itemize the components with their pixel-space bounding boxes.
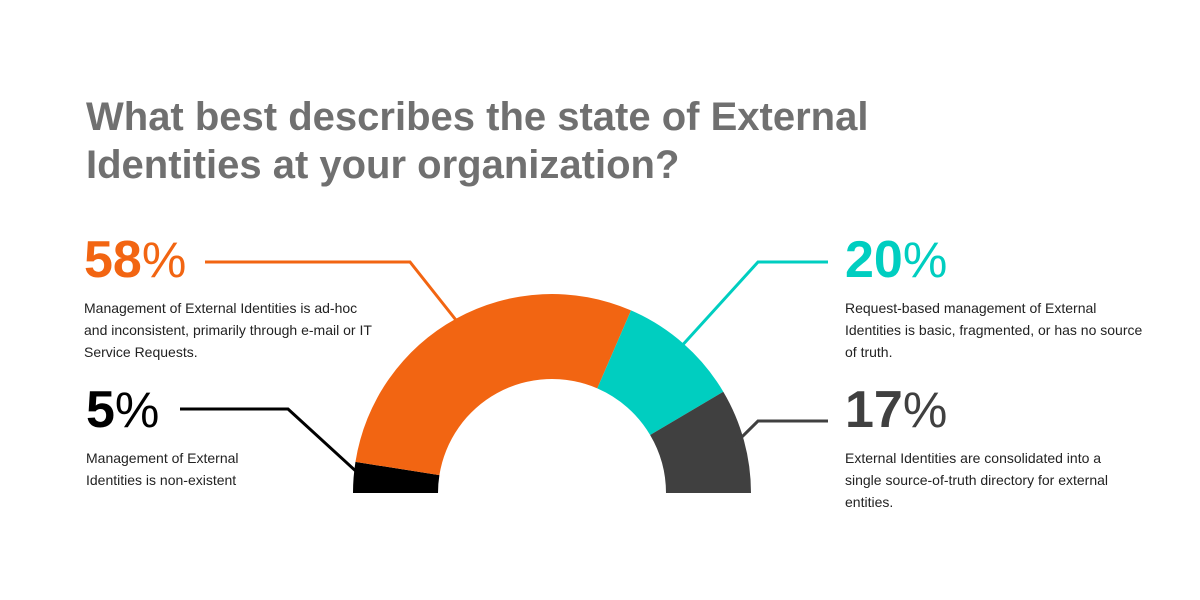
callout-adhoc: 58% Management of External Identities is… <box>84 234 384 363</box>
consolidated-percent-value: 17 <box>845 381 903 439</box>
consolidated-description: External Identities are consolidated int… <box>845 450 1108 510</box>
slice-nonexistent <box>353 461 440 493</box>
nonexistent-percent-value: 5 <box>86 381 115 439</box>
leader-line-consolidated <box>735 419 828 444</box>
leader-line-request <box>678 260 828 350</box>
request-percent-value: 20 <box>845 231 903 289</box>
chart-slices <box>353 294 751 493</box>
consolidated-percent-sign: % <box>902 382 948 438</box>
adhoc-percent-sign: % <box>141 232 187 288</box>
slice-adhoc <box>355 294 632 476</box>
request-percent-sign: % <box>902 232 948 288</box>
slice-consolidated <box>650 391 751 493</box>
callout-nonexistent: 5% Management of External Identities is … <box>86 384 266 491</box>
callout-request: 20% Request-based management of External… <box>845 234 1145 363</box>
consolidated-percent: 17% <box>845 384 1135 445</box>
leader-lines <box>180 260 828 480</box>
request-description: Request-based management of External Ide… <box>845 300 1143 360</box>
adhoc-description: Management of External Identities is ad-… <box>84 300 372 360</box>
chart-title: What best describes the state of Externa… <box>86 95 869 187</box>
leader-line-nonexistent <box>180 407 365 480</box>
adhoc-percent-value: 58 <box>84 231 142 289</box>
nonexistent-description: Management of External Identities is non… <box>86 450 239 488</box>
request-percent: 20% <box>845 234 1145 295</box>
slice-request <box>597 310 724 435</box>
nonexistent-percent-sign: % <box>114 382 160 438</box>
adhoc-percent: 58% <box>84 234 384 295</box>
nonexistent-percent: 5% <box>86 384 266 445</box>
callout-consolidated: 17% External Identities are consolidated… <box>845 384 1135 513</box>
leader-line-adhoc <box>205 260 461 325</box>
